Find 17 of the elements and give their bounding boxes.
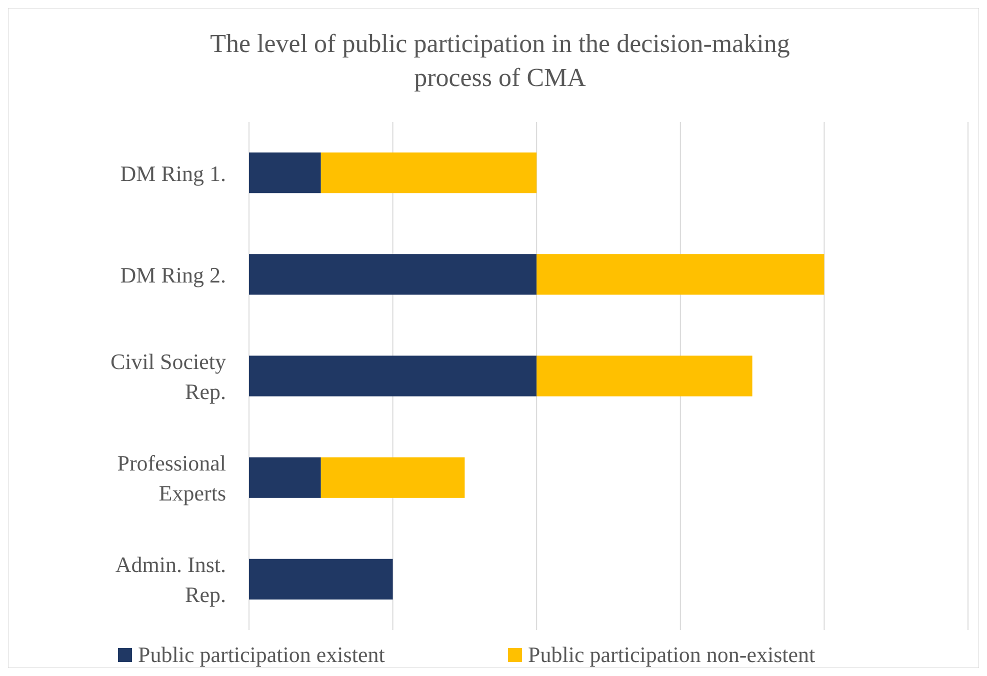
legend-label: Public participation non-existent — [528, 642, 816, 667]
bar — [536, 254, 824, 295]
y-tick-label: Civil Society Rep. — [110, 349, 226, 404]
legend-label: Public participation existent — [138, 642, 385, 667]
y-tick-label: Admin. Inst. Rep. — [115, 552, 226, 608]
y-tick-label: DM Ring 2. — [120, 262, 226, 288]
y-tick-label: DM Ring 1. — [120, 160, 226, 186]
chart-title: The level of public participation in the decision-making process of CMA — [210, 29, 790, 92]
bar — [249, 254, 537, 295]
bar — [249, 558, 393, 600]
bar — [536, 356, 752, 396]
bar — [320, 457, 465, 498]
bar — [249, 457, 321, 498]
bar — [320, 152, 537, 194]
bar — [249, 152, 321, 194]
y-tick-label: Professional Experts — [117, 450, 226, 506]
bar — [249, 356, 537, 396]
